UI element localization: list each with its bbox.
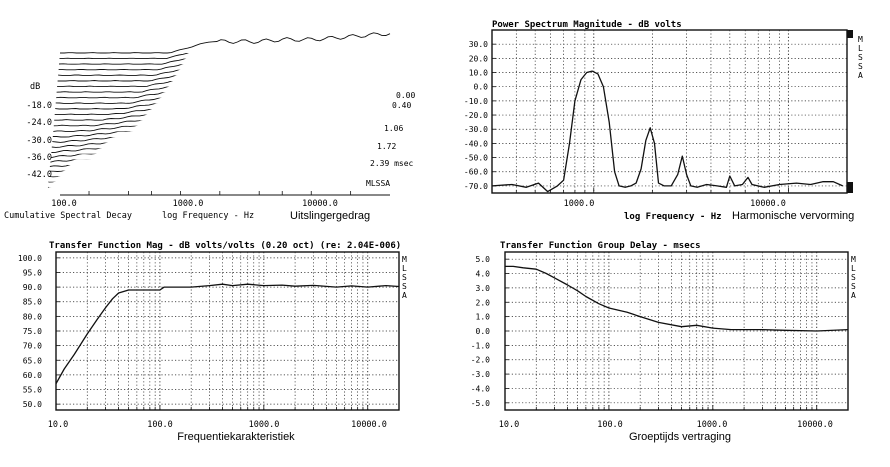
decay-title: Cumulative Spectral Decay: [4, 211, 132, 221]
spectrum-x-tick: 1000.0: [564, 199, 595, 209]
transfer-y-tick: 100.0: [18, 254, 42, 263]
delay-y-tick: 2.0: [476, 298, 491, 307]
spectrum-curve: [491, 70, 843, 193]
delay-y-tick: -4.0: [471, 384, 490, 393]
delay-plot: [505, 252, 849, 410]
spectrum-y-tick: -30.0: [464, 125, 488, 134]
decay-time-label: 1.72: [377, 142, 396, 151]
delay-y-tick: 3.0: [476, 284, 491, 293]
decay-slice: [60, 32, 391, 54]
transfer-x-tick: 10000.0: [351, 420, 387, 430]
delay-y-tick: -5.0: [471, 399, 490, 408]
spectrum-x-label: log Frequency - Hz: [624, 212, 722, 222]
spectrum-end-marker: [847, 182, 853, 193]
transfer-y-tick: 75.0: [23, 327, 42, 336]
decay-slice-fill: [60, 32, 390, 53]
spectrum-frame: [491, 29, 848, 194]
spectrum-y-tick: -40.0: [464, 139, 488, 148]
decay-x-label: log Frequency - Hz: [162, 211, 254, 221]
spectrum-plot: [491, 30, 847, 193]
decay-time-label: 1.06: [384, 124, 403, 133]
spectrum-x-tick: 10000.0: [750, 199, 786, 209]
decay-caption: Uitslingergedrag: [290, 210, 370, 222]
spectrum-y-tick: -20.0: [464, 111, 488, 120]
transfer-y-axis: 100.0 95.0 90.0 85.0 80.0 75.0 70.0 65.0…: [18, 254, 42, 409]
spectrum-y-tick: 20.0: [469, 54, 488, 63]
delay-y-axis: 5.0 4.0 3.0 2.0 1.0 0.0 -1.0 -2.0 -3.0 -…: [471, 255, 490, 408]
decay-y-unit: dB: [30, 82, 40, 92]
delay-y-tick: 5.0: [476, 255, 491, 264]
delay-y-tick: -3.0: [471, 370, 490, 379]
delay-curve: [505, 265, 849, 332]
decay-x-tick: 100.0: [51, 199, 77, 209]
spectrum-y-tick: 30.0: [469, 40, 488, 49]
transfer-y-tick: 80.0: [23, 312, 42, 321]
spectrum-end-marker: [847, 30, 853, 38]
decay-vendor-label: MLSSA: [366, 179, 390, 188]
decay-x-tick: 1000.0: [173, 199, 204, 209]
delay-panel: Transfer Function Group Delay - msecs 5.…: [471, 240, 856, 443]
decay-y-tick: -36.0: [26, 153, 52, 163]
spectrum-y-axis: 30.0 20.0 10.0 0.0 -10.0 -20.0 -30.0 -40…: [464, 40, 488, 191]
spectrum-title: Power Spectrum Magnitude - dB volts: [492, 19, 682, 30]
transfer-x-tick: 10.0: [48, 420, 68, 430]
delay-x-tick: 1000.0: [697, 420, 728, 430]
transfer-curve: [55, 283, 400, 385]
delay-title: Transfer Function Group Delay - msecs: [500, 240, 700, 251]
delay-y-tick: -1.0: [471, 341, 490, 350]
delay-x-tick: 100.0: [597, 420, 623, 430]
spectrum-y-tick: -50.0: [464, 154, 488, 163]
transfer-title: Transfer Function Mag - dB volts/volts (…: [49, 240, 401, 251]
transfer-y-tick: 60.0: [23, 371, 42, 380]
transfer-plot: [55, 252, 400, 410]
spectrum-y-tick: 0.0: [474, 83, 489, 92]
decay-panel: dB -18.0 -24.0 -30.0 -36.0 -42.0 100.0 1…: [4, 32, 415, 222]
decay-y-tick: -24.0: [26, 118, 52, 128]
transfer-caption: Frequentiekarakteristiek: [177, 431, 295, 443]
transfer-y-tick: 95.0: [23, 268, 42, 277]
delay-x-tick: 10.0: [499, 420, 519, 430]
delay-caption: Groeptijds vertraging: [629, 431, 731, 443]
decay-time-label: 2.39 msec: [370, 159, 414, 168]
spectrum-y-tick: -10.0: [464, 97, 488, 106]
spectrum-y-tick: -60.0: [464, 168, 488, 177]
transfer-y-tick: 70.0: [23, 342, 42, 351]
delay-y-tick: 0.0: [476, 327, 491, 336]
decay-time-label: 0.00: [396, 91, 415, 100]
decay-slice-fill: [59, 42, 389, 65]
decay-waterfall: [47, 32, 391, 196]
spectrum-caption: Harmonische vervorming: [732, 210, 854, 222]
transfer-x-tick: 100.0: [147, 420, 173, 430]
transfer-panel: Transfer Function Mag - dB volts/volts (…: [18, 240, 407, 443]
delay-x-tick: 10000.0: [797, 420, 833, 430]
transfer-y-tick: 65.0: [23, 356, 42, 365]
decay-y-tick: -18.0: [26, 101, 52, 111]
spectrum-y-tick: 10.0: [469, 69, 488, 78]
delay-y-tick: -2.0: [471, 356, 490, 365]
transfer-x-tick: 1000.0: [249, 420, 280, 430]
spectrum-panel: Power Spectrum Magnitude - dB volts 30.0…: [464, 19, 863, 222]
decay-y-tick: -30.0: [26, 136, 52, 146]
decay-x-tick: 10000.0: [302, 199, 338, 209]
transfer-y-tick: 50.0: [23, 400, 42, 409]
transfer-y-tick: 55.0: [23, 386, 42, 395]
transfer-y-tick: 90.0: [23, 283, 42, 292]
transfer-y-tick: 85.0: [23, 298, 42, 307]
spectrum-y-tick: -70.0: [464, 182, 488, 191]
decay-y-tick: -42.0: [26, 170, 52, 180]
delay-y-tick: 1.0: [476, 313, 491, 322]
decay-time-label: 0.40: [392, 101, 411, 110]
delay-y-tick: 4.0: [476, 270, 491, 279]
